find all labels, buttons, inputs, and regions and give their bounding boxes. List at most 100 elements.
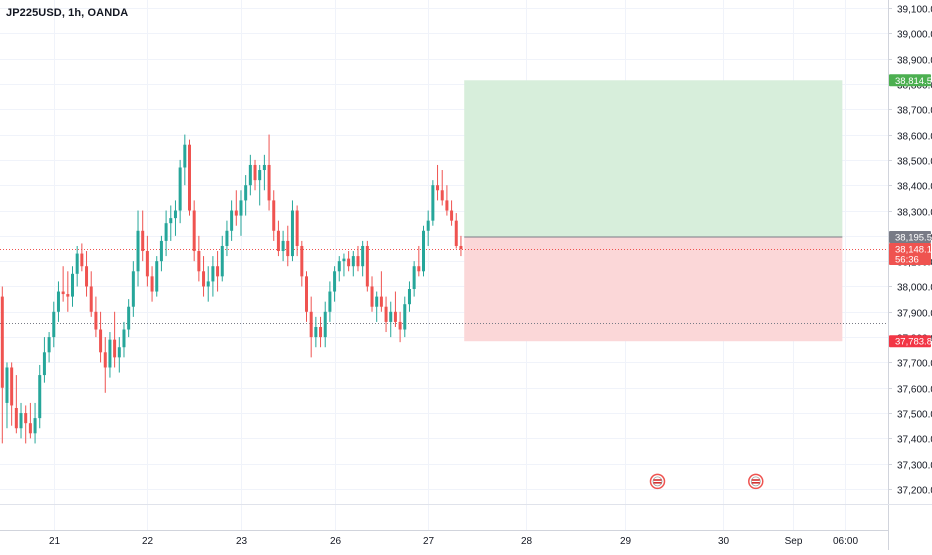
y-axis-tick-label: 38,300.0: [897, 208, 932, 219]
candle-body: [272, 200, 276, 231]
candle-body: [5, 367, 9, 403]
profit-zone: [464, 80, 843, 237]
candle-body: [94, 311, 98, 330]
y-axis-tick-label: 38,400.0: [897, 182, 932, 193]
candle-body: [248, 164, 252, 186]
candle-body: [398, 321, 402, 330]
stop-price-label: 37,783.8: [889, 335, 932, 348]
candle-body: [225, 230, 229, 246]
candle-body: [314, 326, 318, 338]
candle-body: [131, 271, 135, 307]
y-axis-tick-label: 37,500.0: [897, 410, 932, 421]
candle-body: [393, 311, 397, 322]
candle-body: [85, 266, 89, 287]
flag-icon-stripe: [653, 479, 662, 481]
candle-body: [347, 258, 351, 267]
y-axis-tick-label: 39,100.0: [897, 5, 932, 16]
candle-body: [71, 273, 74, 297]
candle-body: [47, 337, 51, 353]
target-price-label-bg: [889, 74, 931, 87]
candle-body: [155, 261, 159, 292]
candle-body: [159, 240, 163, 262]
y-axis-tick-label: 38,600.0: [897, 132, 932, 143]
candle-body: [164, 223, 168, 241]
candle-body: [234, 210, 238, 216]
candle-body: [108, 339, 112, 368]
candle-body: [192, 210, 196, 252]
candle-body: [295, 210, 299, 246]
candle-body: [14, 407, 18, 429]
candle-body: [127, 306, 131, 330]
candle-body: [173, 210, 177, 219]
candle-body: [445, 200, 449, 211]
y-axis-tick-label: 39,000.0: [897, 30, 932, 41]
candle-body: [407, 289, 411, 305]
candle-body: [286, 240, 290, 257]
event-markers[interactable]: [649, 473, 764, 490]
target-price-label: 38,814.5: [889, 74, 932, 87]
candle-body: [75, 253, 79, 274]
candle-body: [202, 271, 206, 287]
entry-price-label-text: 38,195.5: [895, 232, 932, 243]
candle-body: [89, 286, 93, 312]
entry-price-label: 38,195.5: [889, 230, 932, 243]
candle-body: [28, 423, 32, 434]
candle-body: [319, 326, 323, 338]
candle-body: [328, 291, 332, 312]
target-price-label-text: 38,814.5: [895, 76, 932, 87]
candle-body: [300, 245, 304, 277]
y-axis-tick-label: 38,000.0: [897, 283, 932, 294]
candle-body: [290, 210, 294, 257]
candle-body: [431, 185, 435, 221]
x-axis-tick-label: 29: [620, 536, 632, 547]
candle-body: [56, 291, 60, 312]
candle-body: [150, 276, 154, 292]
flag-icon[interactable]: [748, 473, 764, 490]
candle-body: [305, 276, 308, 312]
candle-body: [370, 286, 374, 307]
flag-icon[interactable]: [649, 473, 666, 490]
candle-body: [403, 304, 407, 330]
candle-body: [375, 296, 379, 307]
y-axis-tick-label: 37,400.0: [897, 435, 932, 446]
candle-body: [0, 296, 4, 388]
candle-body: [220, 245, 224, 277]
candle-body: [136, 230, 140, 272]
candle-body: [276, 230, 280, 252]
price-scale-labels: 38,814.5 38,195.538,148.156:36 37,783.8: [889, 74, 932, 348]
y-axis-tick-label: 37,700.0: [897, 359, 932, 370]
flag-icon-face: [750, 476, 761, 487]
candle-body: [10, 367, 14, 406]
candle-body: [454, 220, 458, 246]
candle-body: [52, 311, 56, 338]
flag-icon-stripe: [653, 482, 662, 484]
candle-body: [459, 245, 463, 250]
candle-body: [80, 253, 84, 267]
y-axis-tick-label: 37,900.0: [897, 309, 932, 320]
candle-body: [117, 347, 121, 358]
x-axis-tick-label: 22: [142, 536, 154, 547]
candle-body: [169, 218, 173, 224]
x-axis-tick-label: 06:00: [833, 536, 858, 547]
candle-body: [145, 251, 149, 277]
y-axis-tick-label: 38,700.0: [897, 106, 932, 117]
candle-body: [19, 413, 23, 429]
candle-body: [42, 352, 46, 376]
candle-body: [323, 311, 327, 338]
candle-body: [99, 329, 103, 353]
candle-body: [384, 306, 388, 322]
stop-price-label-bg: [889, 335, 931, 348]
y-axis-tick-label: 37,200.0: [897, 486, 932, 497]
candle-body: [103, 352, 107, 368]
candle-body: [188, 144, 191, 211]
candle-body: [244, 185, 248, 201]
candle-body: [141, 230, 145, 252]
x-axis-tick-label: 30: [718, 536, 730, 547]
candle-body: [281, 240, 285, 252]
x-axis-tick-label: 27: [423, 536, 435, 547]
x-axis-tick-label: 23: [236, 536, 248, 547]
candle-body: [178, 167, 182, 211]
